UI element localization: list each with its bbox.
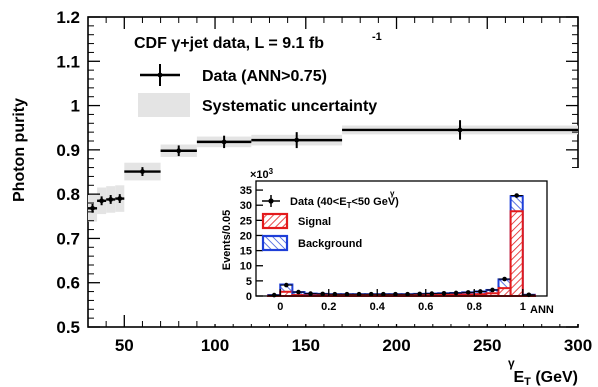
- y-tick-label-4: 0.9: [56, 141, 80, 160]
- inset-y-title: Events/0.05: [221, 210, 233, 271]
- inset-data-point-9: [368, 291, 374, 297]
- inset-y-tick-label-5: 25: [240, 215, 252, 227]
- data-point-5: [176, 148, 182, 154]
- inset-data-point-11: [393, 291, 398, 297]
- inset-x-tick-label-3: 0.6: [418, 301, 433, 313]
- data-point-8: [457, 127, 463, 133]
- x-tick-label-200: 200: [382, 336, 410, 355]
- inset-legend-data: Data (40<ET<50 GeV) γ: [262, 189, 399, 210]
- inset-y-scale: ×103: [250, 167, 274, 181]
- y-axis-title: Photon purity: [11, 98, 28, 202]
- x-tick-label-250: 250: [473, 336, 501, 355]
- inset-data-point-13: [417, 291, 422, 297]
- inset-y-tick-label-7: 35: [240, 185, 252, 197]
- chart-title-sup: -1: [372, 31, 382, 43]
- inset-data-point-3: [296, 289, 301, 295]
- x-tick-label-100: 100: [201, 336, 229, 355]
- inset-data-point-5: [320, 291, 325, 297]
- inset-data-point-4: [308, 291, 313, 296]
- legend-systematic-label: Systematic uncertainty: [202, 98, 377, 115]
- data-point-1: [99, 198, 105, 204]
- svg-text:Background: Background: [298, 238, 362, 250]
- svg-text:Data (40<ET<50 GeV): Data (40<ET<50 GeV): [290, 196, 399, 210]
- x-tick-label-150: 150: [292, 336, 320, 355]
- inset-data-point-21: [514, 193, 519, 198]
- inset-y-tick-label-3: 15: [240, 246, 252, 258]
- inset-frame: [255, 180, 548, 297]
- inset-data-point-20: [502, 276, 507, 282]
- inset-data-point-2: [284, 282, 289, 288]
- inset-x-tick-label-2: 0.4: [370, 301, 386, 313]
- chart-title: CDF γ+jet data, L = 9.1 fb: [134, 35, 324, 52]
- data-point-3: [117, 196, 123, 201]
- x-axis-title-sub: T: [524, 376, 531, 387]
- data-point-2: [108, 197, 114, 202]
- inset-data-point-12: [405, 291, 410, 297]
- inset-x-tick-label-4: 0.8: [467, 301, 482, 313]
- inset-legend-signal: Signal: [261, 212, 331, 230]
- inset-y-tick-label-6: 30: [240, 200, 252, 212]
- inset-data-point-8: [356, 291, 362, 297]
- y-tick-label-3: 0.8: [56, 185, 80, 204]
- y-tick-label-2: 0.7: [56, 229, 80, 248]
- y-tick-label-1: 0.6: [56, 274, 80, 293]
- inset-signal-bar-20: [497, 287, 512, 298]
- inset-x-tick-label-5: 1: [520, 301, 526, 313]
- data-point-7: [294, 137, 300, 143]
- y-tick-label-5: 1: [71, 97, 80, 116]
- inset-x-tick-label-0: 0: [277, 301, 283, 313]
- legend-systematic-entry: Systematic uncertainty: [138, 93, 377, 117]
- data-point-0: [90, 205, 95, 211]
- inset-data-point-15: [441, 290, 447, 296]
- inset-data-point-17: [465, 290, 471, 295]
- data-point-4: [140, 169, 145, 174]
- legend-data-entry: Data (ANN>0.75): [140, 64, 327, 86]
- data-point-6: [221, 139, 227, 145]
- inset-data-point-6: [332, 291, 338, 297]
- inset-x-tick-label-1: 0.2: [321, 301, 336, 313]
- inset-data-point-18: [478, 289, 483, 294]
- inset-data-point-1: [271, 292, 277, 298]
- inset-data-point-19: [490, 287, 495, 293]
- inset-y-tick-label-4: 20: [240, 230, 252, 242]
- x-axis-title-sup: γ: [508, 356, 515, 370]
- x-axis-title-unit: (GeV): [531, 369, 578, 386]
- y-tick-label-0: 0.5: [56, 318, 80, 337]
- inset-data-point-10: [381, 291, 386, 297]
- inset-x-title: ANN: [530, 304, 554, 316]
- inset-y-tick-label-2: 10: [240, 261, 252, 273]
- x-tick-label-50: 50: [115, 336, 134, 355]
- inset-y-tick-label-1: 5: [246, 276, 252, 288]
- inset-y-tick-label-0: 0: [246, 291, 252, 303]
- inset-legend-background: Background: [261, 234, 362, 252]
- x-tick-label-300: 300: [564, 336, 592, 355]
- y-tick-label-7: 1.2: [56, 8, 80, 27]
- inset-data-point-14: [429, 291, 435, 296]
- inset-data-point-7: [344, 291, 350, 297]
- inset-signal-bar-21: [509, 210, 524, 297]
- inset-data-point-16: [453, 290, 459, 296]
- x-axis-title-main: E: [513, 369, 524, 386]
- svg-text:Signal: Signal: [298, 216, 331, 228]
- inset-chart: 0 0.2 0.4 0.6 0.8 1 0 5 10 15 20 25 30 35 Events/0.0…: [200, 167, 580, 324]
- legend-data-label: Data (ANN>0.75): [202, 68, 327, 85]
- svg-text:γ: γ: [390, 189, 395, 198]
- y-tick-label-6: 1.1: [56, 52, 80, 71]
- x-axis-title: ET (GeV): [513, 369, 578, 387]
